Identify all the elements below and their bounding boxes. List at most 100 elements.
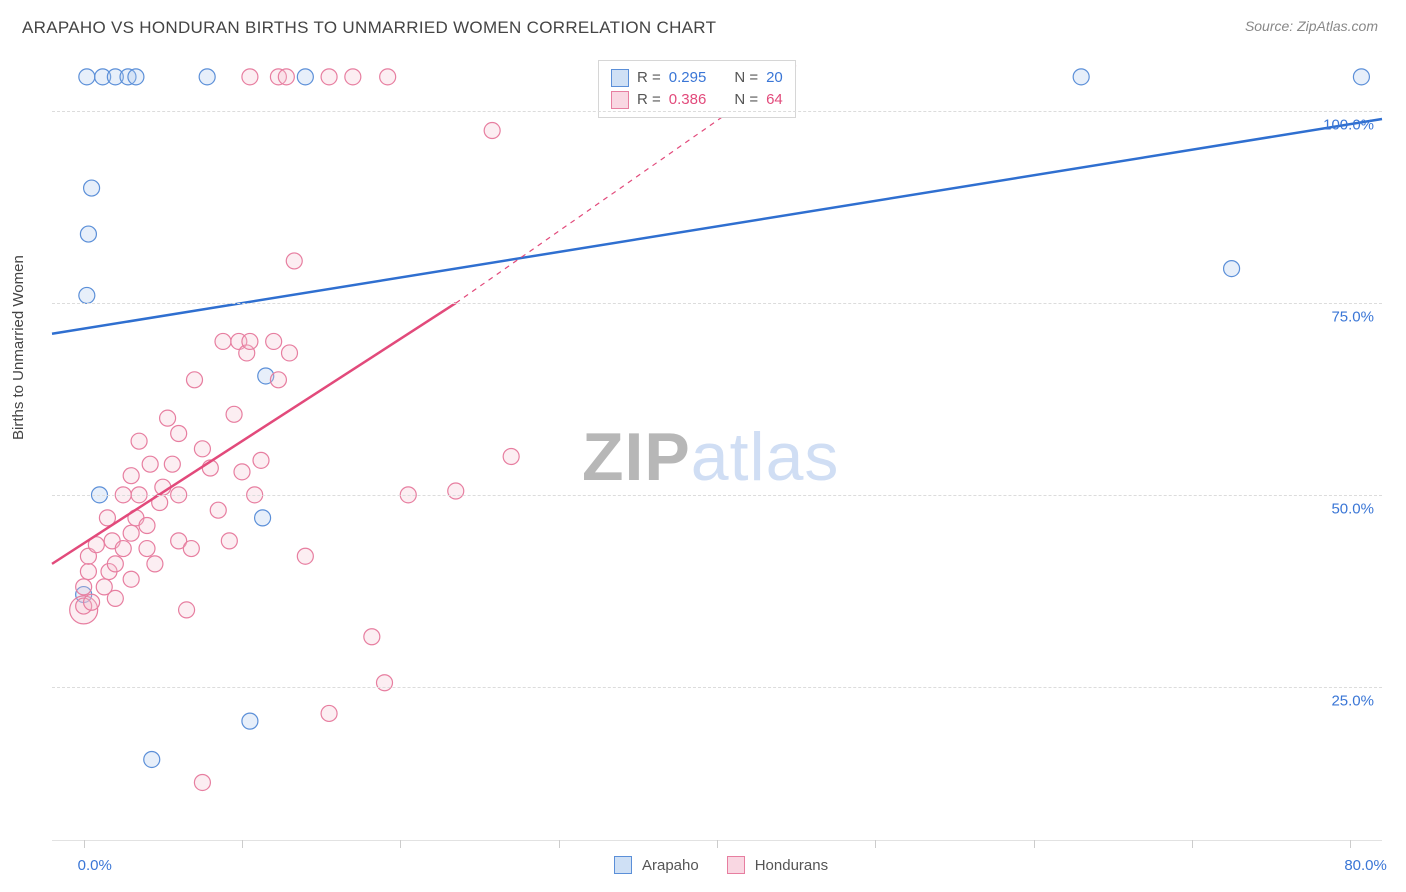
data-point	[123, 468, 139, 484]
data-point	[286, 253, 302, 269]
data-point	[242, 69, 258, 85]
data-point	[194, 441, 210, 457]
legend-label: Arapaho	[642, 857, 699, 874]
plot-area: ZIPatlas R = 0.295N = 20R = 0.386N = 64 …	[52, 50, 1382, 841]
data-point	[242, 333, 258, 349]
data-point	[242, 713, 258, 729]
legend-swatch	[614, 856, 632, 874]
legend-row: R = 0.295 N = 20	[611, 67, 783, 89]
gridline	[52, 687, 1382, 688]
data-point	[123, 571, 139, 587]
data-point	[377, 675, 393, 691]
data-point	[1073, 69, 1089, 85]
data-point	[131, 433, 147, 449]
data-point	[171, 425, 187, 441]
n-label: N =	[734, 89, 758, 111]
data-point	[448, 483, 464, 499]
data-point	[79, 69, 95, 85]
data-point	[187, 372, 203, 388]
data-point	[215, 333, 231, 349]
gridline	[52, 111, 1382, 112]
r-value: 0.295	[669, 67, 707, 89]
data-point	[160, 410, 176, 426]
chart-svg	[52, 50, 1382, 840]
data-point	[142, 456, 158, 472]
data-point	[80, 564, 96, 580]
data-point	[364, 629, 380, 645]
data-point	[139, 541, 155, 557]
data-point	[380, 69, 396, 85]
y-axis-label: Births to Unmarried Women	[10, 255, 27, 440]
data-point	[107, 556, 123, 572]
data-point	[147, 556, 163, 572]
data-point	[164, 456, 180, 472]
x-tick	[717, 840, 718, 848]
x-tick	[242, 840, 243, 848]
x-tick	[1034, 840, 1035, 848]
data-point	[179, 602, 195, 618]
data-point	[84, 594, 100, 610]
x-tick	[400, 840, 401, 848]
x-tick	[1350, 840, 1351, 848]
data-point	[79, 287, 95, 303]
r-label: R =	[637, 89, 661, 111]
data-point	[297, 548, 313, 564]
legend-swatch	[727, 856, 745, 874]
data-point	[84, 180, 100, 196]
data-point	[266, 333, 282, 349]
legend-series: Arapaho Hondurans	[614, 856, 846, 874]
data-point	[321, 705, 337, 721]
data-point	[503, 449, 519, 465]
data-point	[1353, 69, 1369, 85]
data-point	[80, 226, 96, 242]
data-point	[123, 525, 139, 541]
legend-label: Hondurans	[755, 857, 828, 874]
data-point	[321, 69, 337, 85]
legend-correlation: R = 0.295 N = 20 R = 0.386 N = 64	[598, 60, 796, 118]
data-point	[484, 123, 500, 139]
gridline	[52, 303, 1382, 304]
data-point	[226, 406, 242, 422]
x-tick	[1192, 840, 1193, 848]
y-tick-label: 75.0%	[1331, 309, 1374, 326]
data-point	[221, 533, 237, 549]
data-point	[210, 502, 226, 518]
n-value: 64	[766, 89, 783, 111]
data-point	[139, 518, 155, 534]
data-point	[144, 751, 160, 767]
data-point	[282, 345, 298, 361]
data-point	[278, 69, 294, 85]
n-value: 20	[766, 67, 783, 89]
y-tick-label: 25.0%	[1331, 692, 1374, 709]
n-label: N =	[734, 67, 758, 89]
data-point	[345, 69, 361, 85]
y-tick-label: 100.0%	[1323, 117, 1374, 134]
data-point	[76, 579, 92, 595]
y-tick-label: 50.0%	[1331, 500, 1374, 517]
source-attribution: Source: ZipAtlas.com	[1245, 18, 1378, 34]
legend-swatch	[611, 91, 629, 109]
trend-line	[52, 119, 1382, 334]
data-point	[255, 510, 271, 526]
data-point	[199, 69, 215, 85]
x-tick-label: 80.0%	[1344, 857, 1387, 874]
data-point	[183, 541, 199, 557]
x-tick-label: 0.0%	[78, 857, 112, 874]
legend-row: R = 0.386 N = 64	[611, 89, 783, 111]
chart-title: ARAPAHO VS HONDURAN BIRTHS TO UNMARRIED …	[22, 18, 716, 38]
gridline	[52, 495, 1382, 496]
data-point	[270, 372, 286, 388]
data-point	[194, 774, 210, 790]
data-point	[234, 464, 250, 480]
data-point	[297, 69, 313, 85]
data-point	[253, 452, 269, 468]
legend-swatch	[611, 69, 629, 87]
data-point	[128, 69, 144, 85]
data-point	[115, 541, 131, 557]
x-tick	[875, 840, 876, 848]
x-tick	[84, 840, 85, 848]
r-value: 0.386	[669, 89, 707, 111]
data-point	[107, 590, 123, 606]
r-label: R =	[637, 67, 661, 89]
x-tick	[559, 840, 560, 848]
